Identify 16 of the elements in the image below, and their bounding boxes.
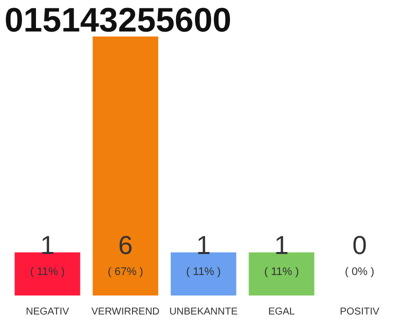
annotation: ( 11% ): [30, 266, 65, 278]
data-label: 1: [196, 230, 211, 260]
data-label: 1: [274, 230, 289, 260]
x-tick-label: UNBEKANNTE: [169, 306, 238, 318]
data-label: 6: [118, 230, 133, 260]
annotation: ( 11% ): [264, 266, 299, 278]
x-tick-label: NEGATIV: [26, 306, 70, 318]
annotation: ( 67% ): [108, 266, 144, 278]
data-label: 1: [40, 230, 55, 260]
x-tick-label: POSITIV: [340, 306, 380, 318]
x-tick-label: EGAL: [268, 306, 296, 318]
data-label: 0: [352, 230, 367, 260]
annotation: ( 11% ): [186, 266, 221, 278]
chart-title: 015143255600: [4, 2, 232, 40]
annotation: ( 0% ): [344, 266, 374, 278]
x-tick-label: VERWIRREND: [91, 306, 160, 318]
